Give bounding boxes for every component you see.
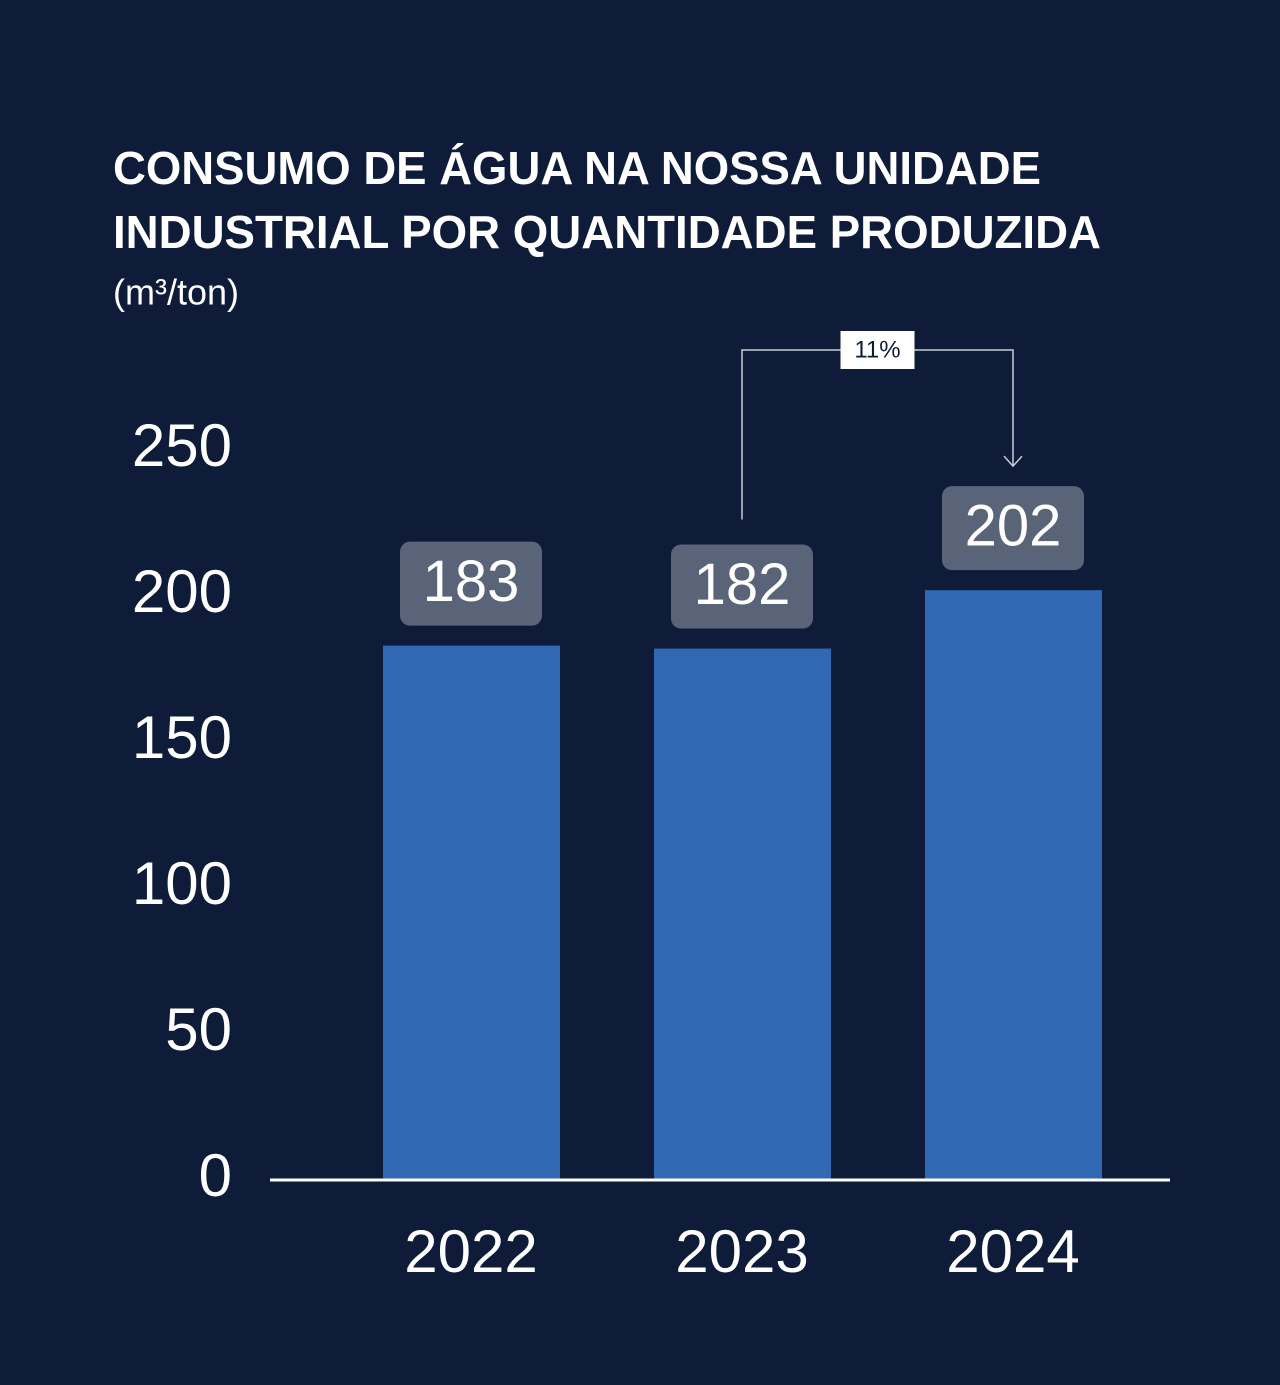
y-tick-label: 200 — [132, 558, 232, 625]
value-label-box — [400, 541, 542, 626]
bar — [383, 645, 560, 1180]
y-tick-label: 0 — [199, 1142, 232, 1209]
value-label-box — [942, 486, 1084, 571]
annotation: 11% — [854, 336, 900, 363]
value-label: 182 — [694, 552, 791, 617]
y-tick-label: 50 — [165, 996, 232, 1063]
annotation-arrow — [1003, 455, 1023, 468]
y-tick-label: 150 — [132, 704, 232, 771]
x-tick-label: 2023 — [675, 1218, 808, 1285]
x-tick-label: 2024 — [946, 1218, 1079, 1285]
annotation-box — [840, 331, 915, 369]
chart-title: CONSUMO DE ÁGUA NA NOSSA UNIDADE — [113, 142, 1041, 194]
y-tick-label: 250 — [132, 412, 232, 479]
chart-title: INDUSTRIAL POR QUANTIDADE PRODUZIDA — [113, 206, 1101, 258]
bar — [654, 648, 831, 1180]
y-tick-label: 100 — [132, 850, 232, 917]
x-tick-label: 2022 — [404, 1218, 537, 1285]
bar — [925, 590, 1102, 1180]
value-label-box — [671, 544, 813, 629]
chart-subtitle: (m³/ton) — [113, 272, 239, 313]
value-label: 202 — [965, 493, 1062, 558]
value-label: 183 — [423, 549, 520, 614]
